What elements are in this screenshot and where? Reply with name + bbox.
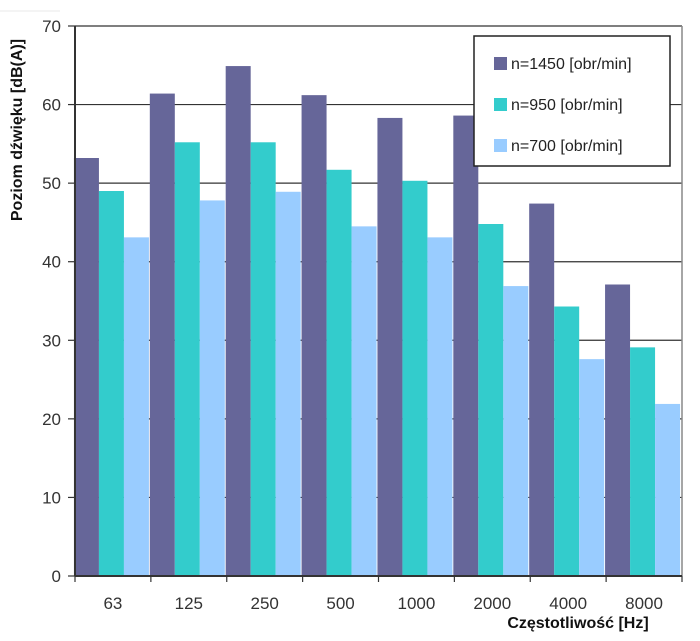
- bar-8000-series-2: [655, 403, 681, 576]
- y-tick-label: 70: [42, 17, 61, 36]
- bar-1000-series-0: [377, 117, 403, 576]
- y-tick-label: 20: [42, 410, 61, 429]
- x-tick-label: 8000: [625, 594, 663, 613]
- bar-125-series-1: [174, 142, 200, 577]
- bar-1000-series-2: [427, 237, 453, 576]
- x-tick-label: 500: [326, 594, 354, 613]
- bar-500-series-2: [351, 226, 377, 576]
- bar-4000-series-2: [579, 359, 605, 576]
- legend-swatch: [494, 98, 507, 111]
- y-tick-label: 50: [42, 174, 61, 193]
- y-tick-label: 0: [52, 567, 61, 586]
- bar-63-series-2: [123, 237, 149, 576]
- bar-2000-series-2: [503, 286, 529, 576]
- x-tick-label: 125: [175, 594, 203, 613]
- legend-label: n=950 [obr/min]: [511, 97, 623, 114]
- bar-2000-series-1: [478, 224, 504, 576]
- bar-63-series-0: [73, 158, 99, 576]
- x-tick-label: 4000: [549, 594, 587, 613]
- bar-4000-series-0: [529, 203, 555, 577]
- y-tick-label: 30: [42, 331, 61, 350]
- bar-125-series-2: [199, 200, 225, 576]
- y-tick-label: 10: [42, 488, 61, 507]
- legend-swatch: [494, 57, 507, 70]
- legend-swatch: [494, 139, 507, 152]
- axes: [0, 10, 683, 582]
- bar-4000-series-1: [554, 306, 580, 576]
- bar-250-series-2: [275, 191, 301, 577]
- bar-1000-series-1: [402, 180, 428, 577]
- y-tick-labels: 0 10 20 30 40 50 60 70: [42, 17, 61, 586]
- bar-250-series-1: [250, 142, 276, 577]
- x-axis-title: Częstotliwość [Hz]: [507, 615, 648, 632]
- bar-500-series-1: [326, 169, 352, 577]
- bar-500-series-0: [301, 95, 327, 577]
- legend-label: n=700 [obr/min]: [511, 138, 623, 155]
- bar-125-series-0: [149, 93, 175, 577]
- bar-250-series-0: [225, 66, 251, 577]
- y-tick-label: 60: [42, 96, 61, 115]
- legend: n=1450 [obr/min] n=950 [obr/min] n=700 [ob…: [473, 35, 671, 167]
- x-tick-label: 63: [103, 594, 122, 613]
- x-tick-label: 1000: [398, 594, 436, 613]
- y-axis-title: Poziom dźwięku [dB(A)]: [9, 39, 26, 221]
- y-tick-label: 40: [42, 253, 61, 272]
- x-tick-label: 250: [251, 594, 279, 613]
- bar-2000-series-0: [453, 115, 479, 577]
- bars: [73, 66, 681, 577]
- legend-label: n=1450 [obr/min]: [511, 56, 632, 73]
- bar-8000-series-1: [630, 347, 656, 576]
- x-tick-labels: 63 125 250 500 1000 2000 4000 8000: [103, 594, 663, 613]
- bar-63-series-1: [98, 191, 124, 576]
- bar-8000-series-0: [605, 284, 631, 576]
- x-tick-label: 2000: [473, 594, 511, 613]
